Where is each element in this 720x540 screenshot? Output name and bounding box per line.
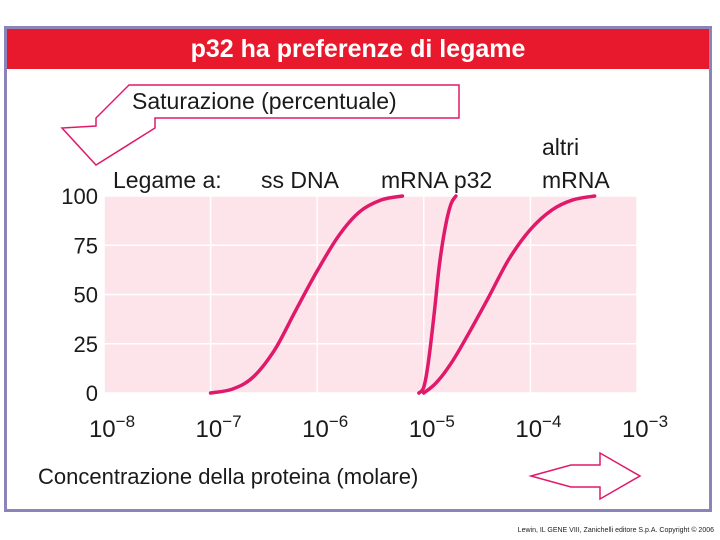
y-axis-arrow-icon <box>60 84 460 166</box>
title-bar <box>7 29 709 69</box>
y-tick-label-1: 25 <box>74 332 98 357</box>
x-axis-label: Concentrazione della proteina (molare) <box>38 464 418 489</box>
x-axis-arrow-icon <box>528 451 642 501</box>
series-label-mrna-p32: mRNA p32 <box>381 167 492 193</box>
x-tick-labels: 10−8 10−7 10−6 10−5 10−4 10−3 <box>89 412 668 443</box>
legend-prefix: Legame a: <box>113 167 222 193</box>
series-label-mrna: mRNA <box>542 167 610 193</box>
y-tick-label-0: 0 <box>86 381 98 406</box>
curve-mrna-p32 <box>417 194 458 395</box>
slide-title: p32 ha preferenze di legame <box>190 35 526 63</box>
copyright-credit: Lewin, IL GENE VIII, Zanichelli editore … <box>517 527 714 534</box>
x-tick-label-4: 10−4 <box>515 412 561 443</box>
y-tick-label-3: 75 <box>74 233 98 258</box>
curve-altri-mrna <box>422 194 597 395</box>
curve-ss-dna <box>208 194 405 395</box>
x-tick-label-1: 10−7 <box>196 412 242 443</box>
series-label-ssdna: ss DNA <box>261 167 340 193</box>
series-label-altri: altri <box>542 134 579 160</box>
x-tick-label-3: 10−5 <box>409 412 455 443</box>
y-tick-label-2: 50 <box>74 283 98 308</box>
x-tick-label-5: 10−3 <box>622 412 668 443</box>
curves <box>208 194 597 395</box>
y-tick-label-4: 100 <box>61 184 98 209</box>
x-tick-label-2: 10−6 <box>302 412 348 443</box>
x-tick-label-0: 10−8 <box>89 412 135 443</box>
y-axis-label: Saturazione (percentuale) <box>132 88 397 114</box>
y-tick-labels: 0 25 50 75 100 <box>61 184 98 406</box>
